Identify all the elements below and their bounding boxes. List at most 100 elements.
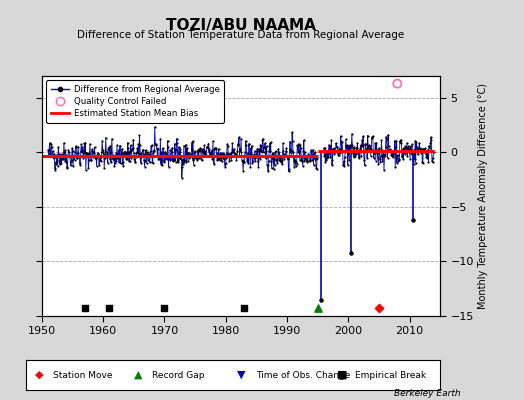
Point <box>124 145 133 152</box>
Point <box>64 153 72 160</box>
Point <box>123 156 132 162</box>
Point <box>79 147 87 153</box>
Point <box>238 157 247 164</box>
Point <box>274 154 282 160</box>
Point <box>155 155 163 162</box>
Point <box>358 137 366 143</box>
Point <box>421 145 430 152</box>
Point <box>428 158 436 164</box>
Point <box>362 141 370 148</box>
Point <box>286 146 294 152</box>
Point <box>240 158 248 165</box>
Point <box>351 148 359 155</box>
Point <box>329 148 337 155</box>
Point <box>121 149 129 156</box>
Point <box>320 145 328 152</box>
Point <box>197 156 205 162</box>
Point <box>298 154 306 160</box>
Point <box>201 153 209 160</box>
Point <box>128 147 136 154</box>
Point <box>330 151 339 158</box>
Point <box>406 143 414 150</box>
Point <box>52 160 60 167</box>
Point <box>268 155 276 162</box>
Point <box>60 140 68 146</box>
Point <box>65 149 73 155</box>
Point <box>90 150 98 156</box>
Point <box>212 150 221 156</box>
Point <box>176 149 184 156</box>
Point <box>222 160 230 166</box>
Point <box>267 139 275 146</box>
Point <box>83 153 92 160</box>
Point <box>45 151 53 158</box>
Point <box>331 148 339 154</box>
Legend: Difference from Regional Average, Quality Control Failed, Estimated Station Mean: Difference from Regional Average, Qualit… <box>46 80 224 123</box>
Point <box>335 146 343 152</box>
Point <box>323 154 331 161</box>
Point <box>339 148 347 155</box>
Point <box>364 132 372 139</box>
Point <box>182 142 190 148</box>
Point <box>333 144 341 151</box>
Point <box>126 158 134 164</box>
Point <box>397 140 406 146</box>
Point <box>193 147 202 153</box>
Point <box>227 150 235 156</box>
Point <box>78 149 86 156</box>
Point <box>131 159 139 165</box>
Point <box>114 154 122 161</box>
Point <box>309 146 317 153</box>
Point <box>403 153 412 160</box>
Point <box>291 157 299 164</box>
Point <box>354 150 363 156</box>
Point <box>203 144 212 150</box>
Point <box>81 140 90 146</box>
Point <box>417 148 425 155</box>
Point <box>294 140 303 147</box>
Point <box>80 140 89 147</box>
Point <box>163 156 171 162</box>
Point <box>178 164 187 171</box>
Point <box>154 146 162 152</box>
Point <box>412 139 420 145</box>
Point <box>86 152 95 159</box>
Point <box>47 153 55 159</box>
Point <box>74 153 83 159</box>
Point <box>190 148 199 154</box>
Point <box>73 150 82 156</box>
Point <box>112 150 120 156</box>
Point <box>348 142 356 148</box>
Point <box>44 147 52 153</box>
Point <box>252 154 260 160</box>
Point <box>279 148 288 155</box>
Point <box>189 138 197 144</box>
Point <box>345 143 353 149</box>
Point <box>305 153 314 160</box>
Point <box>202 152 210 158</box>
Point <box>269 166 278 172</box>
Point <box>132 154 140 160</box>
Point <box>412 144 421 150</box>
Point <box>152 144 161 151</box>
Point <box>207 151 215 157</box>
Point <box>267 165 276 171</box>
Point <box>202 153 211 160</box>
Point <box>119 162 127 169</box>
Point <box>139 147 147 153</box>
Point <box>416 145 424 151</box>
Point <box>360 157 368 163</box>
Point <box>145 151 154 158</box>
Point <box>269 151 277 158</box>
Point <box>113 142 121 148</box>
Point <box>254 158 262 164</box>
Point <box>93 150 102 156</box>
Point <box>221 161 229 168</box>
Point <box>294 149 302 156</box>
Point <box>116 160 125 167</box>
Point <box>429 155 437 161</box>
Point <box>127 146 136 152</box>
Point <box>419 160 427 166</box>
Point <box>332 144 341 150</box>
Point <box>307 148 315 154</box>
